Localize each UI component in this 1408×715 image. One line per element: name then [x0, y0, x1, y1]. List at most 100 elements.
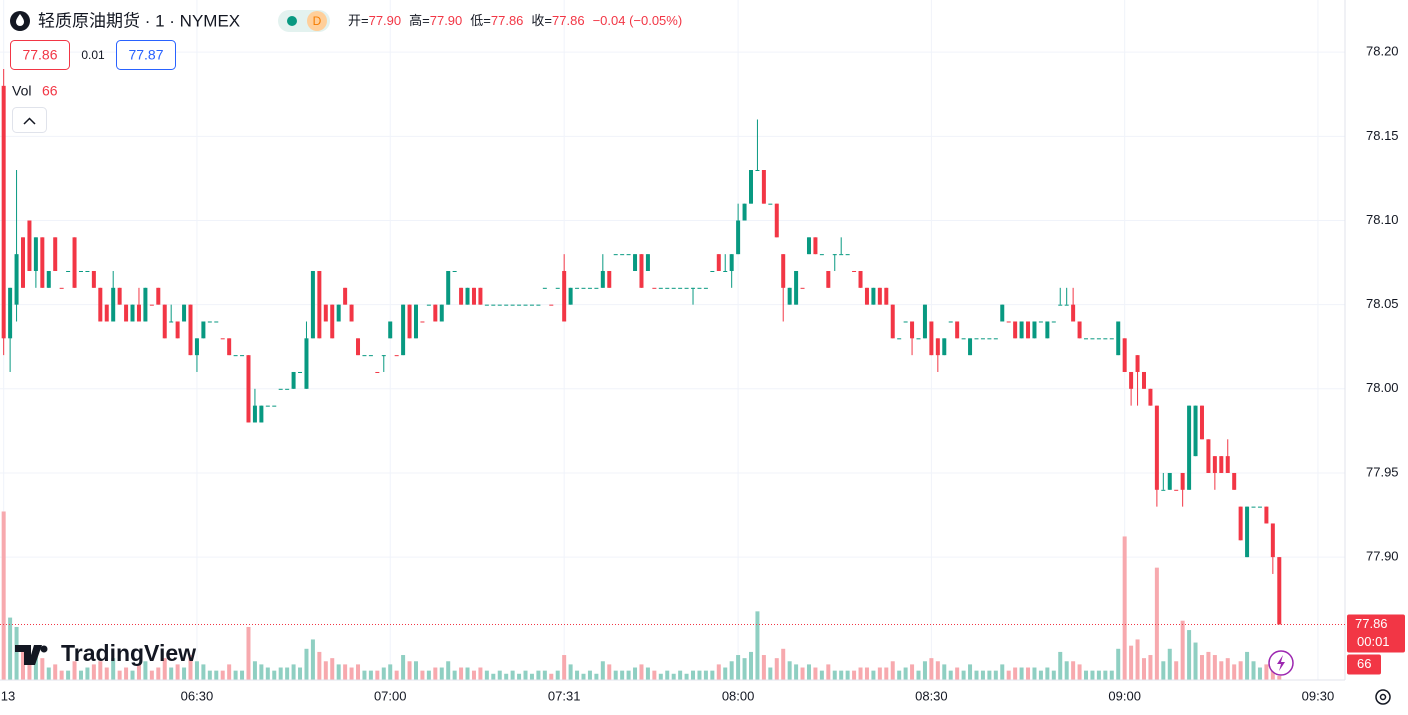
volume-bar: [143, 661, 148, 680]
last-volume-tag: [1347, 654, 1381, 675]
y-tick-label: 78.15: [1366, 128, 1399, 143]
volume-bar: [323, 661, 328, 680]
volume-bar: [291, 664, 296, 680]
volume-bar: [227, 664, 232, 680]
candle-body: [787, 287, 792, 305]
candle-body: [362, 355, 367, 357]
volume-bar: [774, 658, 779, 680]
volume-bar: [961, 670, 966, 680]
volume-bar: [1058, 651, 1063, 680]
candle-body: [594, 287, 599, 289]
ask-price[interactable]: 77.87: [128, 47, 163, 63]
volume-bar: [703, 670, 708, 680]
candle-body: [156, 287, 161, 305]
volume-bar: [864, 667, 869, 680]
volume-bar: [948, 670, 953, 680]
ohlc-legend: 开=77.90 高=77.90 低=77.86 收=77.86 −0.04 (−0.05…: [348, 13, 682, 28]
buy-button[interactable]: [116, 40, 176, 70]
volume-bar: [1045, 667, 1050, 680]
volume-bar: [169, 667, 174, 680]
volume-bar: [272, 670, 277, 680]
volume-bar: [575, 670, 580, 680]
candle-body: [755, 170, 760, 171]
volume-bar: [806, 664, 811, 680]
volume-bar: [1206, 651, 1211, 680]
volume-bar: [974, 670, 979, 680]
volume-bar: [8, 617, 13, 680]
volume-bar: [877, 667, 882, 680]
volume-bar: [871, 670, 876, 680]
volume-bar: [207, 670, 212, 680]
sell-button[interactable]: [10, 40, 70, 70]
x-tick-label: 07:00: [374, 688, 407, 703]
change: −0.04 (−0.05%): [593, 13, 683, 28]
volume-bar: [1064, 661, 1069, 680]
collapse-button[interactable]: [12, 107, 47, 133]
candle-body: [1245, 506, 1250, 558]
volume-bar: [1071, 661, 1076, 680]
volume-bar: [639, 664, 644, 680]
candle-body: [910, 321, 915, 339]
volume-bar: [839, 670, 844, 680]
volume-label: Vol: [12, 83, 31, 99]
volume-bar: [1032, 667, 1037, 680]
volume-bar: [620, 670, 625, 680]
volume-bar: [1019, 667, 1024, 680]
candle-body: [620, 254, 625, 256]
volume-bar: [510, 670, 515, 680]
symbol-title[interactable]: 轻质原油期货 · 1 · NYMEX: [38, 11, 240, 30]
volume-bar: [1077, 664, 1082, 680]
candle-body: [890, 304, 895, 339]
volume-bar: [1141, 658, 1146, 680]
candle-body: [136, 304, 141, 322]
collapse-chevron: [23, 117, 36, 125]
volume-bar: [1026, 667, 1031, 680]
volume-bar: [787, 661, 792, 680]
bid-price[interactable]: 77.86: [22, 47, 57, 63]
volume-bar: [549, 673, 554, 680]
volume-bar: [600, 661, 605, 680]
candle-body: [652, 287, 657, 289]
candle-body: [1225, 456, 1230, 473]
candle-body: [349, 304, 354, 322]
candle-body: [117, 287, 122, 305]
ohlc-value: 77.90: [369, 13, 402, 28]
volume-bar: [1154, 567, 1159, 680]
volume-bar: [1096, 670, 1101, 680]
volume-bar: [613, 670, 618, 680]
volume-bar: [691, 670, 696, 680]
candle-body: [265, 405, 270, 407]
volume-bar: [446, 661, 451, 680]
volume-bar: [1257, 667, 1262, 680]
volume-bar: [330, 658, 335, 680]
volume-bar: [1180, 620, 1185, 680]
settings-icon[interactable]: [1375, 689, 1391, 705]
volume-bar: [645, 667, 650, 680]
candle-body: [78, 270, 83, 272]
candle-body: [968, 338, 973, 356]
volume-bar: [529, 673, 534, 680]
volume-bar: [536, 670, 541, 680]
candle-body: [27, 220, 32, 271]
volume-bar: [201, 664, 206, 680]
candle-body: [1167, 472, 1172, 490]
volume-bar: [980, 670, 985, 680]
candle-body: [600, 270, 605, 288]
volume-bar: [233, 670, 238, 680]
candle-body: [806, 237, 811, 255]
candle-body: [388, 321, 393, 339]
volume-bar: [697, 670, 702, 680]
candle-body: [491, 304, 496, 306]
volume-bar: [104, 667, 109, 680]
volume-bar: [491, 673, 496, 680]
volume-bar: [542, 670, 547, 680]
candle-body: [1090, 338, 1095, 340]
candle-body: [626, 254, 631, 256]
volume-value: 66: [42, 83, 58, 99]
volume-bar: [1122, 536, 1127, 680]
volume-bar: [729, 661, 734, 680]
volume-bar: [1161, 661, 1166, 680]
volume-bar: [594, 673, 599, 680]
